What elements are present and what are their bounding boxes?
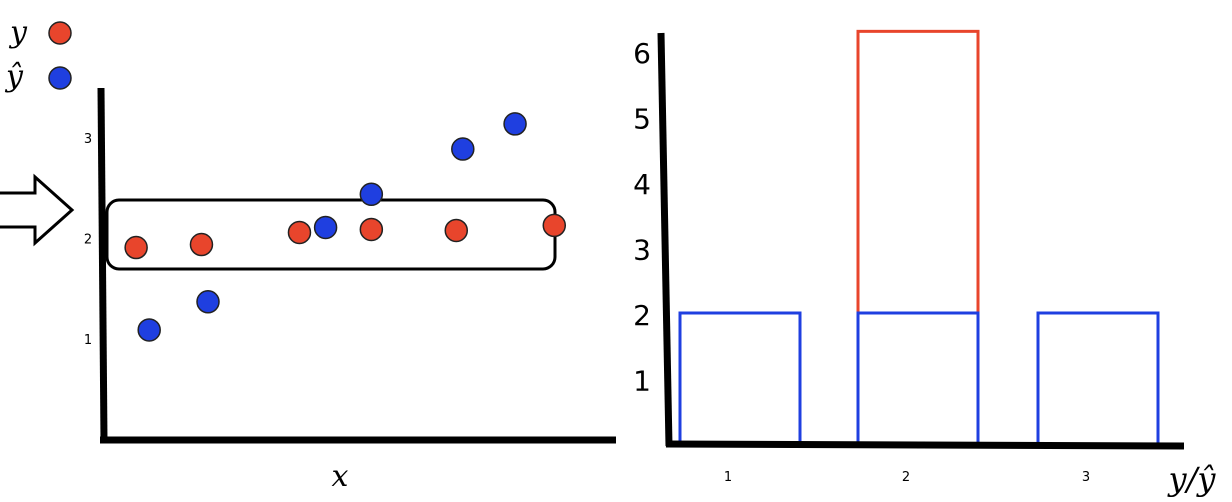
bar-y-axis — [657, 32, 673, 447]
yhat-point-0 — [137, 318, 161, 342]
y-point-0 — [124, 235, 148, 260]
legend: y ŷ — [4, 15, 72, 94]
y-point-1 — [189, 232, 214, 257]
bar-x-tick-2: 2 — [902, 470, 910, 485]
legend-label-yhat: ŷ — [4, 59, 24, 94]
scatter-panel: 1 2 3 x y ŷ — [0, 15, 616, 494]
annotation-arrow — [0, 173, 75, 247]
yhat-point-4 — [451, 137, 475, 161]
y-point-5 — [542, 213, 567, 238]
y-bar-2 — [856, 29, 980, 446]
scatter-y-tick-1: 1 — [84, 333, 92, 348]
legend-marker-y — [48, 21, 72, 45]
bar-y-tick-2: 2 — [633, 299, 651, 332]
scatter-y-axis — [97, 87, 108, 442]
yhat-point-5 — [503, 112, 527, 136]
bar-x-tick-3: 3 — [1082, 470, 1090, 485]
y-point-3 — [359, 217, 384, 242]
bar-y-tick-1: 1 — [633, 365, 651, 398]
bar-y-tick-3: 3 — [633, 234, 651, 267]
bar-x-axis — [665, 440, 1185, 450]
scatter-y-tick-2: 2 — [84, 233, 92, 248]
yhat-bar-3 — [1036, 311, 1160, 446]
y-point-2 — [287, 220, 312, 245]
bar-x-label: y/ŷ — [1167, 460, 1217, 498]
legend-label-y: y — [8, 15, 28, 50]
yhat-point-3 — [359, 182, 384, 207]
bar-x-tick-1: 1 — [724, 470, 732, 485]
bar-y-tick-6: 6 — [633, 37, 651, 70]
y-point-4 — [444, 218, 469, 243]
yhat-point-1 — [196, 290, 220, 314]
yhat-point-2 — [313, 215, 338, 240]
bar-y-tick-5: 5 — [633, 103, 651, 136]
yhat-bar-2 — [856, 311, 980, 446]
scatter-y-tick-3: 3 — [84, 132, 92, 147]
bar-panel: 1 2 3 4 5 6 1 2 3 y/ŷ — [633, 29, 1217, 498]
scatter-x-label: x — [332, 459, 349, 494]
yhat-bar-1 — [678, 311, 802, 446]
legend-marker-yhat — [48, 66, 72, 90]
bar-y-tick-4: 4 — [633, 168, 651, 201]
